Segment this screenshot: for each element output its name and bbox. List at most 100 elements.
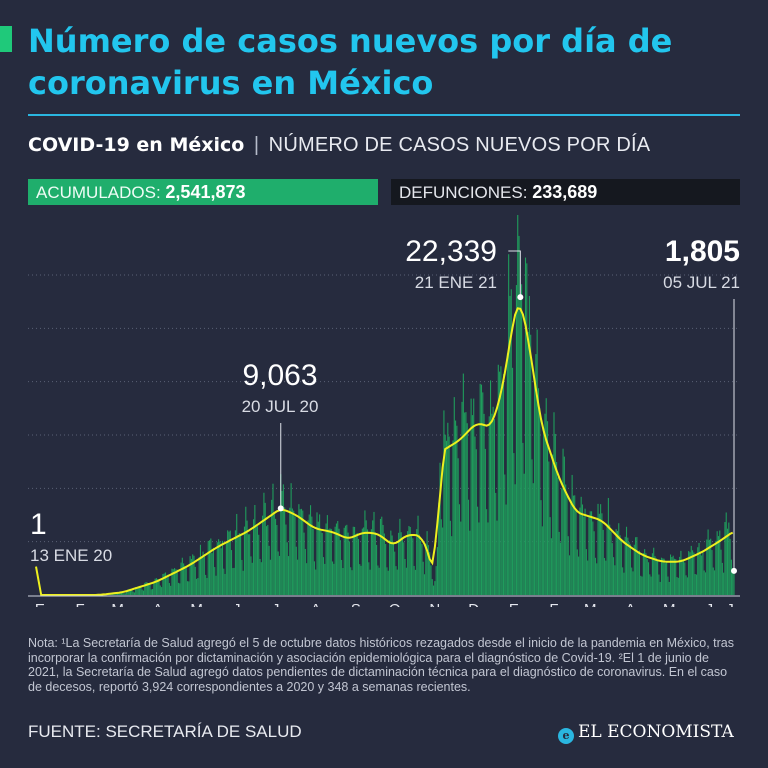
bar xyxy=(368,562,370,595)
bar xyxy=(206,577,208,595)
bar xyxy=(449,520,451,595)
bar xyxy=(324,563,326,595)
bar xyxy=(236,513,238,595)
bar xyxy=(443,410,445,595)
bar xyxy=(510,289,512,595)
bar xyxy=(506,353,508,595)
bar xyxy=(189,556,191,595)
bar xyxy=(686,577,688,595)
bar xyxy=(194,566,196,595)
bar xyxy=(326,515,328,595)
x-tick-label: M xyxy=(111,601,124,607)
bar xyxy=(123,593,125,595)
bar xyxy=(343,527,345,595)
bar xyxy=(427,545,429,595)
bar xyxy=(589,511,591,595)
bar xyxy=(251,562,253,595)
bar xyxy=(539,407,541,595)
annotation-date: 20 JUL 20 xyxy=(242,397,319,416)
bar xyxy=(190,558,192,595)
bar xyxy=(414,569,416,595)
bar xyxy=(596,563,598,595)
bar xyxy=(227,530,229,595)
bar xyxy=(647,562,650,595)
bar xyxy=(330,528,332,595)
bar xyxy=(434,581,436,595)
bar xyxy=(692,550,694,595)
bar xyxy=(522,442,524,595)
bar xyxy=(215,575,217,595)
bar xyxy=(572,495,574,595)
x-tick-label: J xyxy=(233,601,241,607)
bar xyxy=(319,514,321,595)
bar xyxy=(238,533,240,595)
bar xyxy=(531,459,533,595)
bar xyxy=(166,578,168,595)
bar xyxy=(281,490,283,595)
bar xyxy=(438,502,440,595)
bar xyxy=(284,507,286,595)
bar xyxy=(224,573,226,595)
bar xyxy=(205,574,207,595)
bar xyxy=(359,564,361,595)
bar xyxy=(425,543,427,595)
bar xyxy=(563,456,565,595)
bar xyxy=(299,509,301,595)
bar xyxy=(579,507,581,595)
bar xyxy=(535,354,537,595)
bar xyxy=(171,568,173,595)
bar xyxy=(726,528,729,595)
bar xyxy=(196,578,198,595)
defunciones-label: DEFUNCIONES: xyxy=(399,183,528,202)
bar xyxy=(245,506,247,595)
bar xyxy=(229,530,231,595)
bar xyxy=(690,545,692,595)
bar xyxy=(671,556,673,595)
bar xyxy=(184,565,186,595)
bar xyxy=(610,531,612,595)
bar xyxy=(347,532,349,595)
bar xyxy=(492,406,494,595)
bar xyxy=(528,295,530,595)
bar xyxy=(429,552,431,595)
bar xyxy=(662,558,664,595)
bar xyxy=(325,523,327,595)
bar xyxy=(631,567,633,595)
bar xyxy=(407,531,409,595)
bar xyxy=(132,591,134,595)
bar xyxy=(442,527,444,595)
bar xyxy=(479,383,481,595)
bar xyxy=(181,557,183,595)
bar xyxy=(448,436,450,595)
bar xyxy=(553,412,555,595)
bar xyxy=(142,590,145,595)
bar xyxy=(512,367,514,595)
bar xyxy=(462,373,464,595)
bar xyxy=(127,589,129,595)
bar xyxy=(519,297,521,595)
bar xyxy=(581,504,584,595)
bar xyxy=(697,547,699,595)
bar xyxy=(357,539,360,595)
bar xyxy=(491,413,493,595)
bar xyxy=(136,586,138,595)
bar xyxy=(501,386,503,595)
bar xyxy=(478,522,480,595)
bar xyxy=(405,567,407,595)
bar xyxy=(381,516,383,595)
bar xyxy=(602,529,604,595)
bar xyxy=(202,551,204,595)
bar xyxy=(524,257,527,595)
bar xyxy=(157,579,159,595)
bar xyxy=(578,556,580,595)
bar xyxy=(487,522,489,595)
bar xyxy=(264,502,266,595)
defunciones-value: 233,689 xyxy=(532,182,598,202)
bar xyxy=(126,590,128,595)
bar xyxy=(653,547,655,595)
bar xyxy=(675,559,677,595)
bar xyxy=(338,528,340,595)
source-text: FUENTE: SECRETARÍA DE SALUD xyxy=(28,722,302,741)
bar xyxy=(409,526,411,595)
x-tick-label: F xyxy=(549,601,558,607)
